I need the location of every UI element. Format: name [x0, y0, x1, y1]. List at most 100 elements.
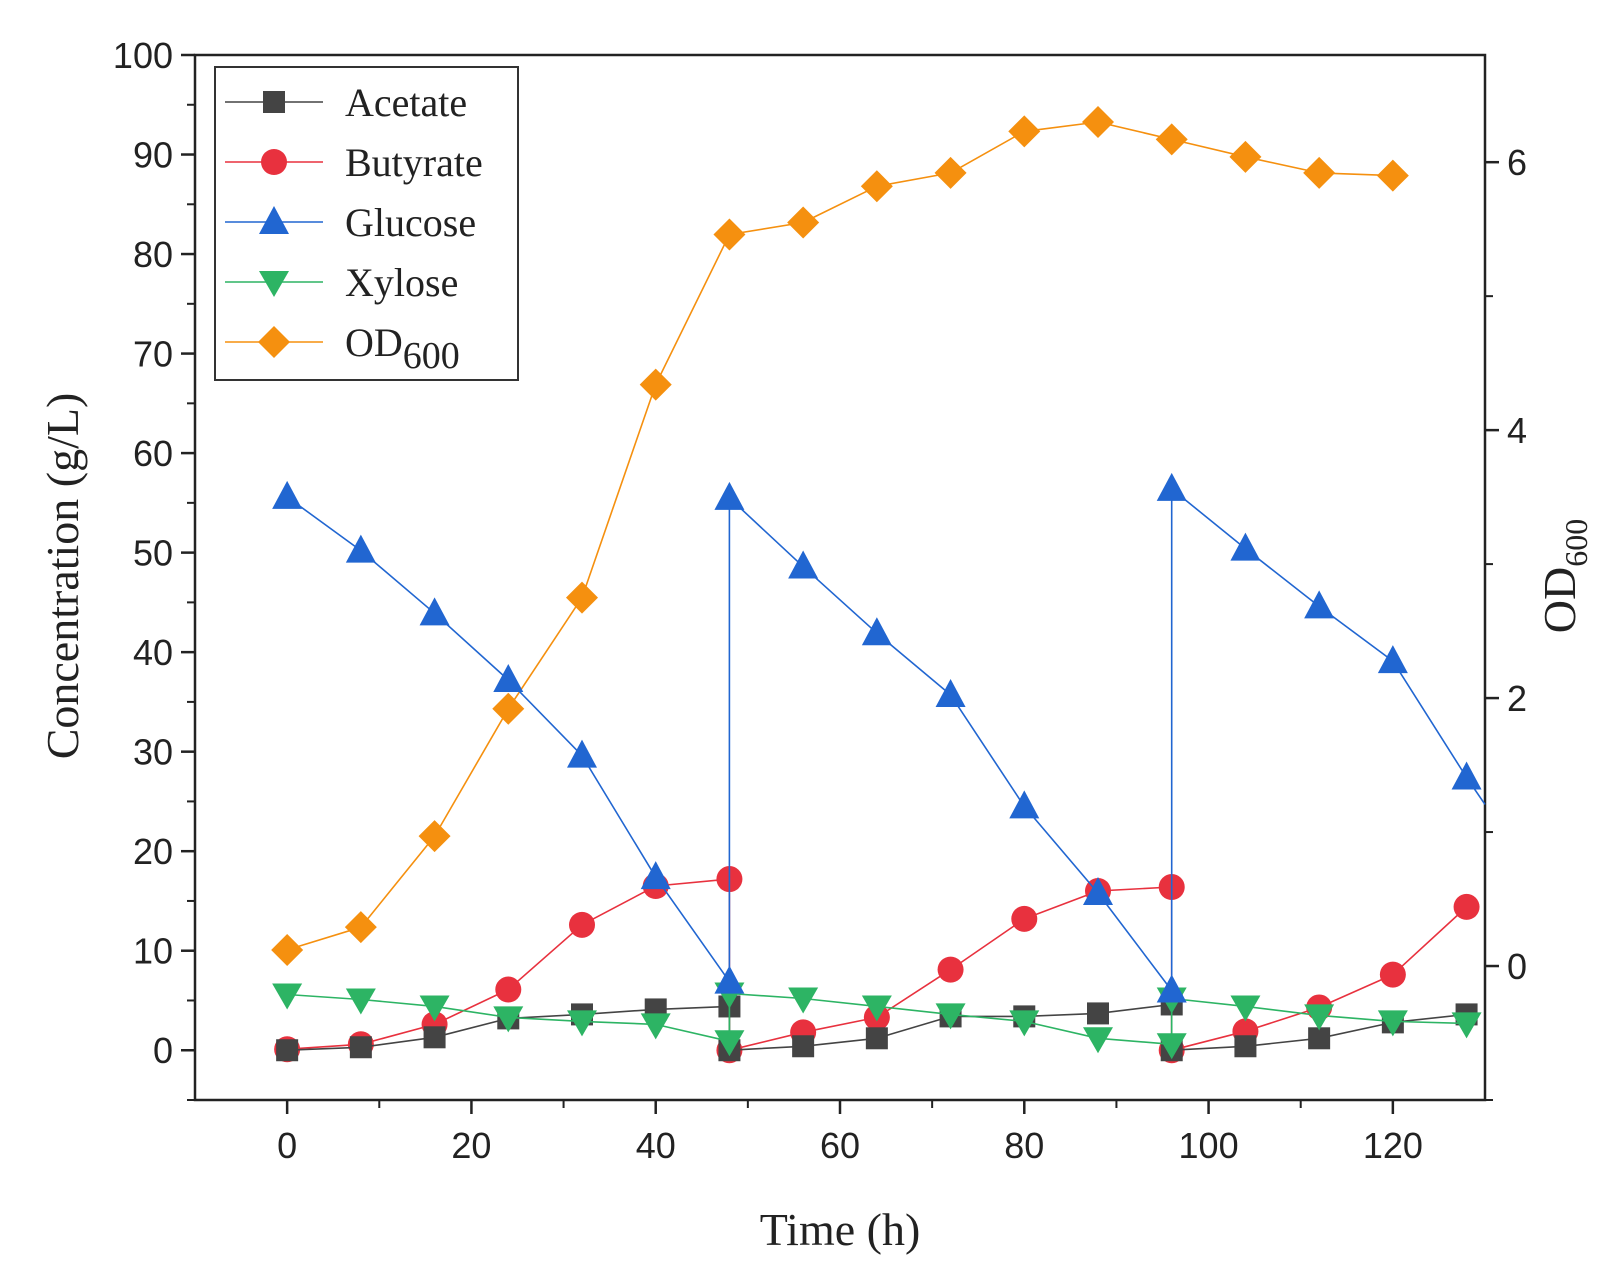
glucose-point — [1451, 761, 1482, 790]
od600-point — [1303, 156, 1336, 189]
glucose-point — [1230, 532, 1261, 561]
od600-point — [344, 911, 377, 944]
xylose-point — [567, 1010, 597, 1037]
legend-entry-od600: OD600 — [225, 320, 460, 377]
od600-point — [418, 820, 451, 853]
od600-point — [860, 170, 893, 203]
glucose-point — [861, 617, 892, 646]
od600-point — [1155, 123, 1188, 156]
y-tick-label: 10 — [133, 931, 173, 972]
y-tick-label: 30 — [133, 732, 173, 773]
x-tick-label: 80 — [1004, 1125, 1044, 1166]
series-glucose — [272, 472, 1486, 1003]
xylose-point — [1156, 1033, 1187, 1060]
y-tick-label: 40 — [133, 632, 173, 673]
legend-marker-xylose — [259, 271, 289, 297]
xylose-point — [345, 988, 376, 1015]
y2-tick-label: 0 — [1507, 946, 1527, 987]
xylose-point — [861, 995, 892, 1022]
glucose-point — [935, 678, 966, 707]
x-tick-label: 40 — [636, 1125, 676, 1166]
od600-point — [1008, 115, 1041, 148]
xylose-point — [1451, 1012, 1482, 1039]
acetate-point — [865, 1027, 888, 1050]
xylose-point — [1377, 1010, 1408, 1037]
od600-point — [787, 206, 820, 239]
xylose-point — [272, 983, 303, 1010]
acetate-point — [349, 1036, 372, 1059]
glucose-point — [1304, 590, 1335, 619]
glucose-point — [419, 597, 450, 626]
od600-point — [1229, 140, 1262, 173]
legend-entry-acetate: Acetate — [225, 80, 467, 125]
xylose-point — [493, 1006, 524, 1033]
glucose-point — [345, 534, 376, 563]
od600-point — [1082, 105, 1114, 138]
legend-label-butyrate: Butyrate — [345, 140, 483, 185]
legend-label-sub: 600 — [403, 335, 460, 377]
acetate-point — [276, 1039, 299, 1062]
butyrate-point — [1011, 905, 1038, 932]
butyrate-point — [569, 911, 595, 938]
y2-axis-title: OD600 — [1534, 519, 1594, 633]
y2-axis-title-main: OD — [1534, 567, 1585, 633]
glucose-point — [1156, 974, 1187, 1003]
acetate-point — [423, 1026, 446, 1049]
glucose-point — [640, 861, 671, 890]
glucose-point — [1377, 645, 1408, 674]
glucose-point — [272, 480, 303, 509]
butyrate-point — [1379, 961, 1406, 988]
series-xylose — [272, 982, 1482, 1060]
y-tick-label: 70 — [133, 334, 173, 375]
od600-point — [1376, 159, 1409, 192]
x-tick-label: 60 — [820, 1125, 860, 1166]
xylose-point — [1230, 995, 1261, 1022]
od600-point — [271, 933, 304, 966]
od600-point — [566, 581, 598, 614]
legend-marker-od600 — [258, 326, 290, 358]
xylose-point — [640, 1013, 671, 1040]
legend-entry-glucose: Glucose — [225, 200, 476, 245]
xylose-point — [419, 995, 450, 1022]
x-axis-title: Time (h) — [760, 1204, 921, 1255]
xylose-point — [1083, 1027, 1113, 1054]
axis-ticks: 0 20 40 60 80 100 120 0 10 20 30 40 50 60 70 80 90 100 0 2 4… — [113, 35, 1527, 1166]
od600-point — [639, 368, 672, 401]
series-od600 — [271, 105, 1409, 966]
series-layer — [271, 105, 1486, 1064]
legend-label-main: OD — [345, 320, 403, 365]
x-tick-label: 100 — [1179, 1125, 1239, 1166]
legend-label-xylose: Xylose — [345, 260, 458, 305]
y2-tick-label: 6 — [1507, 142, 1527, 183]
glucose-point — [788, 550, 819, 579]
acetate-point — [1234, 1035, 1257, 1058]
x-tick-label: 120 — [1363, 1125, 1423, 1166]
legend-entry-xylose: Xylose — [225, 260, 458, 305]
x-tick-label: 0 — [277, 1125, 297, 1166]
butyrate-point — [1453, 893, 1480, 920]
butyrate-point — [937, 956, 964, 983]
legend-label-od600: OD600 — [345, 320, 460, 377]
glucose-point — [1083, 876, 1113, 905]
y-tick-label: 60 — [133, 433, 173, 474]
y-tick-label: 50 — [133, 533, 173, 574]
glucose-point — [1009, 790, 1040, 819]
xylose-point — [1009, 1010, 1040, 1037]
xylose-point — [714, 1030, 745, 1057]
glucose-point — [1156, 472, 1187, 501]
legend-label-glucose: Glucose — [345, 200, 476, 245]
legend: Acetate Butyrate Glucose Xylose OD600 — [214, 66, 519, 381]
y-tick-label: 20 — [133, 831, 173, 872]
legend-entry-butyrate: Butyrate — [225, 140, 483, 185]
od600-point — [713, 218, 746, 251]
butyrate-point — [495, 976, 522, 1003]
y-tick-label: 80 — [133, 234, 173, 275]
od600-point — [492, 692, 525, 725]
od600-line — [286, 121, 1393, 951]
legend-marker-acetate — [263, 91, 285, 113]
glucose-point — [567, 739, 597, 768]
legend-marker-glucose — [259, 206, 289, 234]
legend-marker-butyrate — [261, 149, 287, 175]
y-tick-label: 100 — [113, 35, 173, 76]
